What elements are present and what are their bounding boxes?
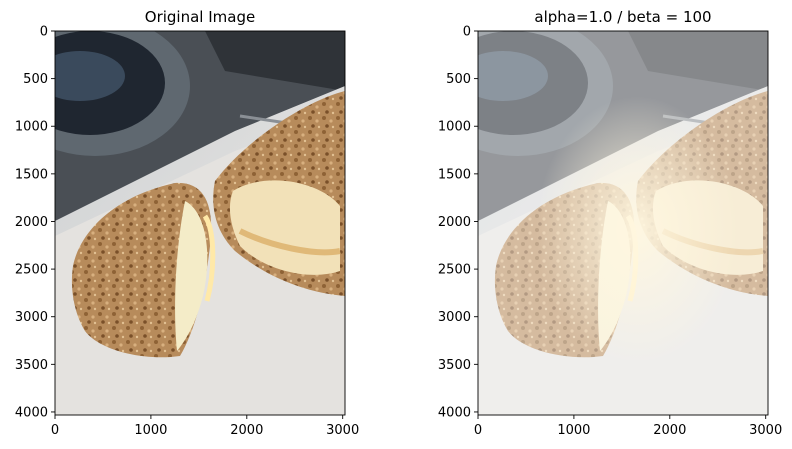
y-tick-label: 2000: [15, 215, 48, 230]
y-tick-label: 2500: [438, 263, 471, 278]
x-tick-label: 0: [51, 423, 59, 438]
x-tick-label: 1000: [134, 423, 167, 438]
y-tick-label: 3500: [15, 358, 48, 373]
x-tick-label: 2000: [653, 423, 686, 438]
y-tick-label: 0: [40, 25, 48, 40]
chart-title: Original Image: [145, 8, 255, 26]
image-1: [0, 16, 345, 415]
y-tick-label: 2000: [438, 215, 471, 230]
y-tick-label: 4000: [438, 405, 471, 420]
y-tick-label: 500: [446, 72, 471, 87]
y-tick-label: 3000: [438, 310, 471, 325]
y-tick-label: 500: [23, 72, 48, 87]
x-tick-label: 3000: [326, 423, 359, 438]
x-tick-label: 2000: [230, 423, 263, 438]
y-tick-label: 2500: [15, 263, 48, 278]
x-tick-label: 1000: [557, 423, 590, 438]
subplot-1: 0 1000 2000 3000 0 500 1000 1500 2000 2500 3000 350…: [0, 8, 359, 438]
axes-frame: [477, 30, 769, 416]
x-tick-label: 3000: [749, 423, 782, 438]
y-tick-label: 1000: [15, 120, 48, 135]
chart-title: alpha=1.0 / beta = 100: [534, 8, 711, 26]
y-tick-label: 3500: [438, 358, 471, 373]
axes-frame: [54, 30, 346, 416]
image-2: [478, 31, 768, 415]
y-tick-label: 0: [463, 25, 471, 40]
y-tick-label: 1500: [15, 167, 48, 182]
y-tick-label: 1000: [438, 120, 471, 135]
y-tick-label: 4000: [15, 405, 48, 420]
y-tick-label: 1500: [438, 167, 471, 182]
subplot-2: 0 1000 2000 3000 0 500 1000 1500 2000 2500 3000 350…: [438, 8, 782, 438]
y-tick-label: 3000: [15, 310, 48, 325]
x-tick-label: 0: [474, 423, 482, 438]
